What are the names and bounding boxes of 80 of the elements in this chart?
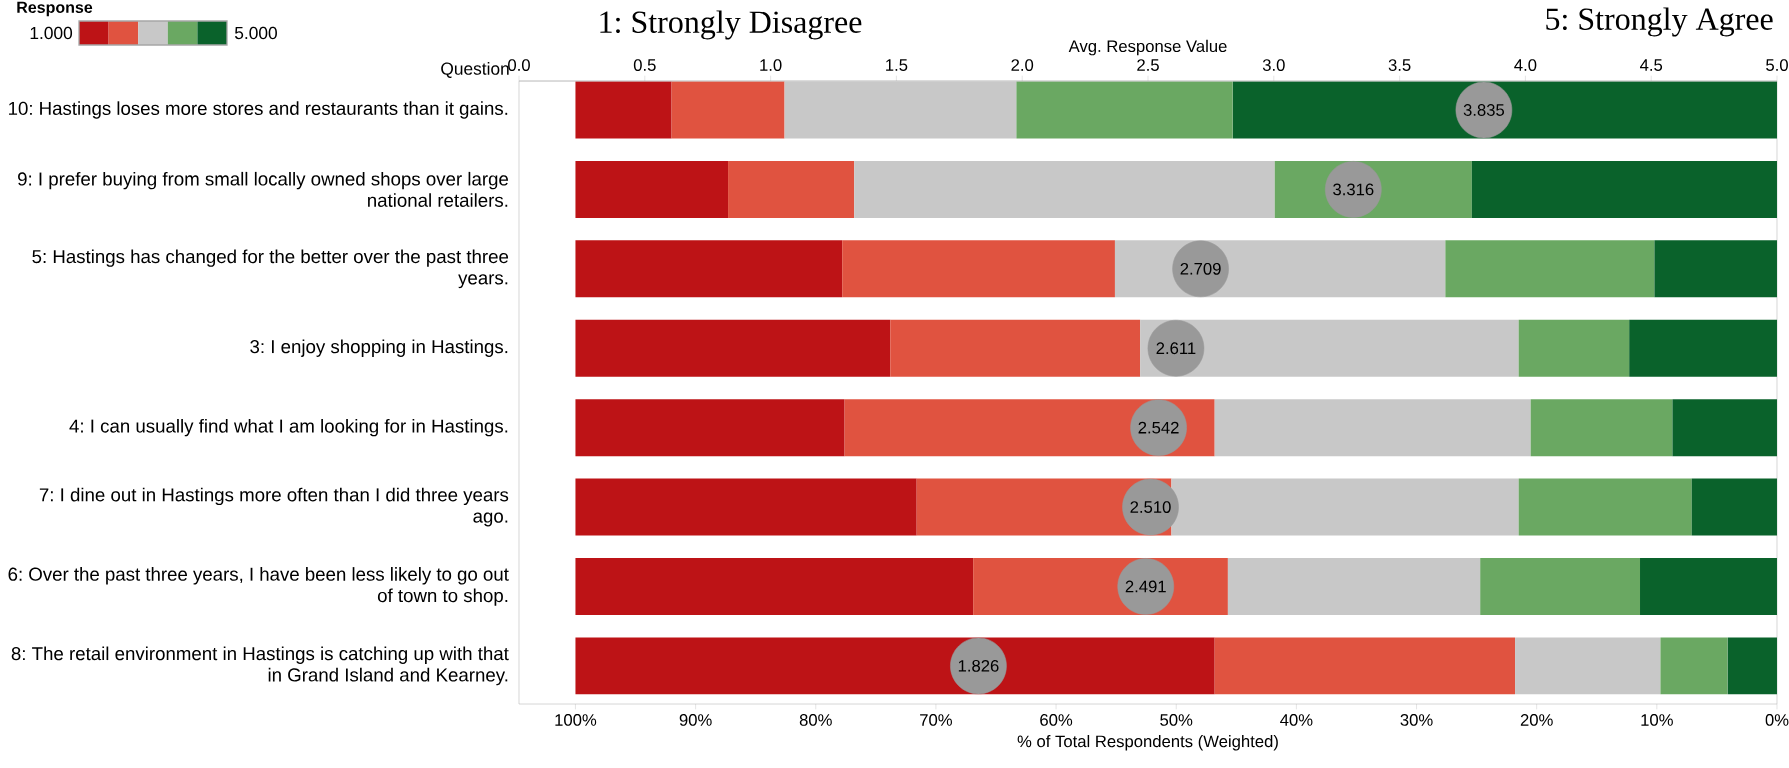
x2-tick-label: 3.0 — [1262, 59, 1285, 71]
x2-axis-title: Avg. Response Value — [1068, 39, 1227, 56]
x-tick-label: 40% — [1280, 714, 1313, 726]
bar — [1660, 637, 1728, 695]
x2-tick-label: 2.0 — [1011, 59, 1034, 71]
x-tick-label: 20% — [1520, 714, 1553, 726]
bar — [1227, 557, 1481, 615]
legend-title: Response — [17, 1, 93, 17]
bar — [575, 319, 891, 377]
data-label: 2.542 — [1138, 421, 1179, 434]
x2-tick-label: 4.5 — [1640, 59, 1663, 71]
bar — [1727, 637, 1777, 695]
bar — [1672, 399, 1777, 457]
bar — [575, 240, 843, 298]
y-tick-label: 7: I dine out in Hastings more often than I did three years ago. — [39, 487, 509, 527]
x2-tick-label: 4.0 — [1514, 59, 1537, 71]
y-axis-title: Question — [441, 62, 509, 78]
y-tick-label: 5: Hastings has changed for the better over the past three years. — [32, 249, 509, 289]
x2-tick-label: 1.0 — [760, 59, 782, 71]
bar — [842, 240, 1115, 298]
text: 5.000 — [234, 26, 277, 40]
bar — [854, 160, 1275, 218]
data-label: 1.826 — [958, 659, 999, 672]
bar — [575, 399, 845, 457]
bar — [1214, 399, 1531, 457]
y-tick-label: 4: I can usually find what I am looking for in Hastings. — [69, 418, 508, 437]
x-tick-label: 0% — [1765, 714, 1789, 726]
bar — [1480, 557, 1641, 615]
x2-tick-label: 1.5 — [886, 59, 908, 71]
x2-tick-label: 2.5 — [1137, 59, 1159, 71]
data-label: 2.491 — [1125, 580, 1166, 593]
bar — [575, 160, 729, 218]
bar — [1530, 399, 1673, 457]
x-tick-label: 60% — [1040, 714, 1073, 726]
bar — [1654, 240, 1777, 298]
data-label: 2.709 — [1180, 262, 1221, 275]
x-tick-label: 70% — [920, 714, 952, 726]
bar — [1016, 81, 1233, 139]
bar — [671, 81, 785, 139]
bar — [1691, 478, 1777, 536]
x2-tick-label: 3.5 — [1388, 59, 1411, 71]
x-tick-label: 90% — [679, 714, 712, 726]
text: 1: Strongly Disagree — [600, 10, 862, 40]
x-tick-label: 50% — [1160, 714, 1193, 726]
bar — [575, 478, 917, 536]
x-tick-label: 80% — [799, 714, 832, 726]
bar — [575, 81, 672, 139]
bar — [575, 557, 974, 615]
x-tick-label: 10% — [1641, 714, 1673, 726]
bar — [1214, 637, 1516, 695]
y-tick-label: 9: I prefer buying from small locally owned shops over large national retailers. — [18, 171, 509, 207]
data-label: 3.316 — [1333, 183, 1374, 196]
bar — [1232, 81, 1777, 139]
bar — [1171, 478, 1519, 536]
data-label: 3.835 — [1463, 104, 1505, 116]
y-tick-label: 3: I enjoy shopping in Hastings. — [250, 339, 508, 357]
x-axis-title: % of Total Respondents (Weighted) — [1017, 735, 1278, 751]
bar — [1518, 319, 1630, 377]
data-label: 2.611 — [1156, 342, 1196, 355]
y-tick-label: 8: The retail environment in Hastings is catching up with that in Grand Island and Kearney. — [11, 646, 509, 686]
bar — [1445, 240, 1655, 298]
x-tick-label: 30% — [1400, 714, 1433, 726]
bar — [784, 81, 1017, 139]
data-label: 2.510 — [1130, 501, 1171, 513]
x2-tick-label: 0.0 — [508, 59, 530, 71]
text: 5: Strongly Agree — [1546, 7, 1773, 37]
bar — [1518, 478, 1692, 536]
y-tick-label: 6: Over the past three years, I have been less likely to go out of town to shop. — [8, 567, 509, 606]
y-tick-label: 10: Hastings loses more stores and restaurants than it gains. — [9, 101, 508, 119]
bar — [1629, 319, 1777, 377]
x2-tick-label: 0.5 — [633, 59, 656, 71]
bar — [575, 637, 1215, 695]
x-tick-label: 100% — [555, 714, 597, 726]
bar — [1471, 160, 1777, 218]
bar — [1515, 637, 1661, 695]
x2-tick-label: 5.0 — [1766, 59, 1788, 71]
bar — [1640, 557, 1777, 615]
bar — [728, 160, 855, 218]
text: 1.000 — [30, 26, 73, 40]
bar — [890, 319, 1141, 377]
